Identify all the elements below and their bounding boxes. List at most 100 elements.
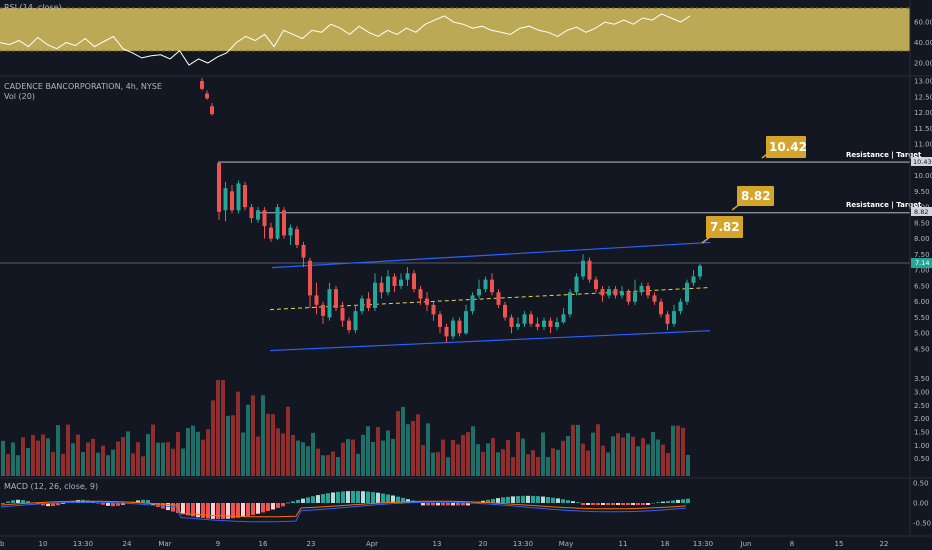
volume-tick-label: 1.00 bbox=[914, 442, 930, 450]
macd-histogram-bar bbox=[316, 495, 320, 503]
volume-bar bbox=[291, 435, 295, 476]
volume-bar bbox=[451, 439, 455, 476]
volume-bar bbox=[71, 443, 75, 476]
volume-bar bbox=[156, 442, 160, 476]
macd-histogram-bar bbox=[621, 503, 625, 505]
macd-histogram-bar bbox=[426, 503, 430, 506]
candle bbox=[587, 257, 592, 283]
volume-bar bbox=[176, 431, 180, 476]
volume-bar bbox=[371, 441, 375, 476]
macd-histogram-bar bbox=[46, 503, 50, 507]
volume-bar bbox=[616, 433, 620, 476]
macd-histogram-bar bbox=[436, 503, 440, 506]
volume-bar bbox=[631, 436, 635, 476]
volume-bar bbox=[636, 446, 640, 476]
volume-bar bbox=[671, 425, 675, 476]
macd-tick-label: -0.50 bbox=[913, 520, 931, 528]
volume-bar bbox=[211, 400, 215, 476]
volume-bar bbox=[106, 455, 110, 476]
macd-histogram-bar bbox=[186, 503, 190, 516]
macd-histogram-bar bbox=[591, 503, 595, 505]
macd-histogram-bar bbox=[321, 494, 325, 503]
candle bbox=[243, 181, 247, 211]
price-tag-text: 7.14 bbox=[915, 259, 929, 267]
macd-histogram-bar bbox=[491, 498, 495, 503]
volume-bar bbox=[346, 439, 350, 476]
candle bbox=[613, 285, 618, 299]
rsi-label: RSI (14, close) bbox=[4, 3, 62, 12]
rsi-panel: RSI (14, close) 60.00 40.00 20.00 bbox=[0, 3, 932, 68]
volume-bar bbox=[181, 448, 185, 476]
volume-bar bbox=[226, 415, 230, 476]
macd-histogram-bar bbox=[356, 491, 360, 503]
volume-bar bbox=[441, 439, 445, 476]
rsi-line bbox=[0, 13, 691, 66]
volume-bar bbox=[236, 391, 240, 476]
macd-histogram-bar bbox=[671, 500, 675, 503]
volume-bar bbox=[1, 440, 5, 476]
volume-axis: 3.50 3.00 2.50 2.00 1.50 1.00 0.50 bbox=[914, 375, 930, 463]
candle bbox=[418, 285, 423, 305]
candle bbox=[327, 282, 332, 321]
volume-bar bbox=[596, 424, 600, 476]
volume-bar bbox=[456, 444, 460, 476]
volume-bar bbox=[551, 448, 555, 476]
volume-bar bbox=[246, 404, 250, 476]
volume-bar bbox=[626, 433, 630, 476]
macd-histogram-bar bbox=[461, 503, 465, 506]
macd-histogram-bar bbox=[616, 503, 620, 505]
volume-bar bbox=[446, 457, 450, 476]
macd-histogram-bar bbox=[521, 495, 525, 503]
price-tick-label: 6.50 bbox=[914, 282, 930, 290]
candle bbox=[516, 317, 520, 331]
volume-bar bbox=[476, 444, 480, 476]
volume-bar bbox=[526, 454, 530, 476]
macd-histogram-bar bbox=[576, 502, 580, 503]
candle bbox=[451, 317, 455, 340]
callout-box bbox=[737, 186, 774, 206]
macd-line bbox=[0, 501, 687, 523]
time-axis-label: Mar bbox=[158, 540, 171, 548]
macd-histogram-bar bbox=[211, 503, 215, 519]
volume-bar bbox=[86, 442, 90, 476]
resistance-label-upper: Resistance | Target bbox=[846, 151, 922, 160]
candle bbox=[529, 311, 533, 327]
volume-bar bbox=[586, 450, 590, 476]
volume-bar bbox=[461, 434, 465, 476]
candle bbox=[340, 301, 345, 327]
price-tick-label: 10.00 bbox=[914, 172, 932, 180]
volume-bar bbox=[556, 449, 560, 476]
candle bbox=[678, 298, 683, 315]
callout-text: 8.82 bbox=[741, 189, 771, 203]
volume-bar bbox=[351, 439, 355, 476]
candle bbox=[353, 304, 358, 334]
volume-bar bbox=[76, 434, 80, 476]
macd-histogram-bar bbox=[486, 499, 490, 503]
volume-bar bbox=[231, 415, 235, 476]
macd-histogram-bar bbox=[626, 503, 630, 505]
volume-bar bbox=[191, 425, 195, 476]
volume-tick-label: 3.50 bbox=[914, 375, 930, 383]
macd-histogram-bar bbox=[641, 503, 645, 505]
volume-bar bbox=[676, 425, 680, 476]
macd-histogram-bar bbox=[231, 503, 235, 519]
volume-bar bbox=[141, 456, 145, 476]
macd-histogram-bar bbox=[106, 503, 110, 506]
volume-bar bbox=[136, 442, 140, 476]
macd-axis: 0.50 0.00 -0.50 bbox=[913, 480, 931, 528]
volume-bar bbox=[171, 448, 175, 476]
candle bbox=[542, 317, 546, 331]
macd-tick-label: 0.50 bbox=[913, 480, 929, 488]
macd-histogram-bar bbox=[201, 503, 205, 518]
candle bbox=[217, 161, 221, 220]
candle bbox=[431, 301, 436, 321]
time-axis-label: 9 bbox=[216, 540, 220, 548]
macd-histogram-bar bbox=[256, 503, 260, 514]
candle bbox=[223, 181, 228, 222]
macd-histogram-bar bbox=[601, 503, 605, 505]
macd-histogram-bar bbox=[536, 496, 540, 503]
candle bbox=[275, 203, 280, 241]
macd-histogram-bar bbox=[156, 503, 160, 507]
price-tick-label: 13.00 bbox=[914, 78, 932, 86]
